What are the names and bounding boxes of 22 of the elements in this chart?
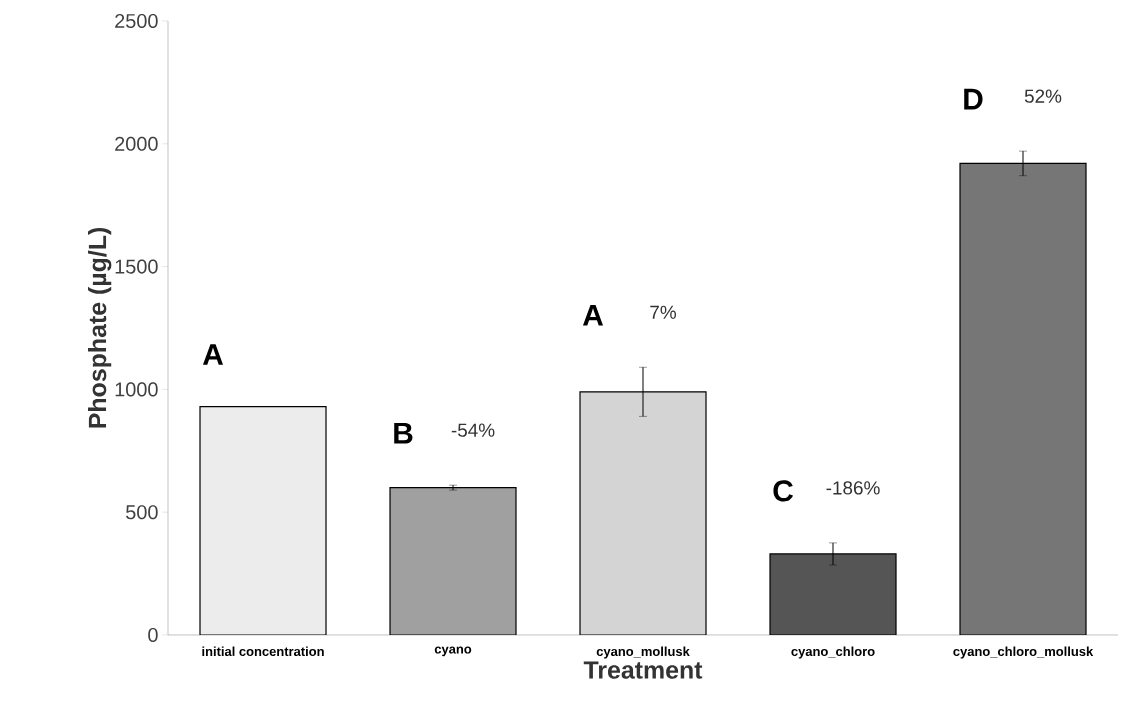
annotation: -54%	[451, 423, 495, 437]
x-axis-title: Treatment	[583, 661, 703, 679]
x-tick-label: cyano	[434, 646, 472, 657]
annotation: B	[394, 422, 413, 444]
annotation: C	[773, 480, 793, 502]
annotation: D	[964, 88, 983, 110]
annotation: A	[582, 305, 604, 326]
y-tick-label: 2000	[115, 136, 158, 151]
x-tick-label: cyano_chloro	[791, 646, 875, 659]
y-axis-title: Phosphate (µg/L)	[88, 227, 112, 428]
y-tick-label: 0	[148, 627, 158, 643]
y-tick-label: 1500	[115, 259, 158, 274]
annotation: -186%	[826, 481, 880, 495]
y-tick-label: 1000	[115, 382, 158, 397]
y-tick-label: 500	[126, 505, 158, 520]
x-tick-label: cyano_mollusk	[596, 646, 690, 659]
annotation: 7%	[650, 305, 677, 319]
x-tick-label: initial concentration	[202, 646, 324, 657]
annotation: 52%	[1024, 89, 1062, 103]
x-tick-label: cyano_chloro_mollusk	[953, 646, 1094, 659]
annotation: A	[202, 344, 224, 365]
y-tick-label: 2500	[115, 13, 158, 29]
